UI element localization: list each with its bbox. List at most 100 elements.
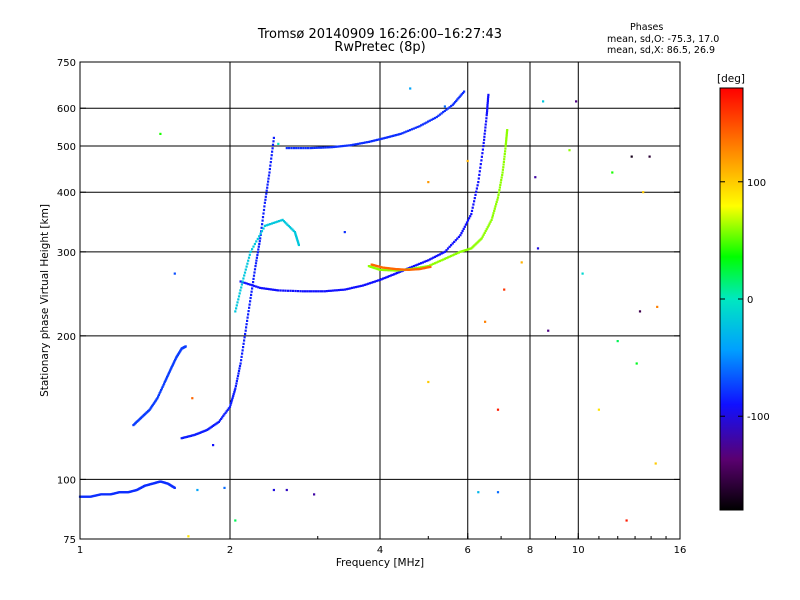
data-point: [547, 329, 550, 332]
data-point: [351, 143, 354, 146]
data-point: [367, 140, 370, 143]
data-point: [638, 310, 642, 313]
data-point: [463, 90, 466, 93]
data-point: [199, 431, 203, 434]
data-point: [384, 266, 387, 269]
data-point: [255, 240, 258, 243]
data-point: [494, 205, 497, 208]
data-point: [420, 266, 423, 269]
data-point: [438, 253, 441, 256]
x-tick-label: 1: [77, 545, 83, 556]
data-point: [259, 233, 262, 236]
data-point: [340, 145, 343, 148]
data-point: [153, 401, 156, 404]
data-point: [466, 159, 469, 163]
data-point: [435, 261, 438, 264]
data-point: [268, 167, 271, 171]
data-point: [353, 143, 356, 146]
data-point: [262, 212, 265, 215]
data-point: [261, 216, 265, 219]
data-point: [453, 240, 456, 243]
data-point: [456, 237, 459, 240]
data-point: [173, 360, 176, 363]
data-point: [249, 296, 252, 300]
data-point: [370, 281, 373, 284]
data-point: [238, 367, 241, 370]
data-point: [443, 257, 446, 260]
data-point: [394, 268, 397, 271]
data-point: [389, 274, 393, 277]
data-point: [412, 127, 415, 130]
data-point: [260, 226, 263, 229]
data-point: [240, 286, 243, 289]
data-point: [438, 259, 441, 263]
data-point: [294, 232, 297, 235]
data-point: [331, 289, 334, 292]
data-point: [259, 232, 262, 235]
data-point: [295, 237, 298, 240]
data-point: [167, 373, 170, 376]
data-point: [630, 155, 633, 158]
data-point: [377, 279, 380, 282]
data-point: [242, 277, 245, 280]
data-point: [394, 134, 398, 137]
data-point: [417, 268, 420, 271]
data-point: [498, 186, 501, 189]
data-point: [221, 416, 224, 419]
data-point: [228, 405, 232, 408]
data-point: [260, 287, 264, 290]
data-point: [448, 245, 451, 248]
data-point: [418, 262, 421, 265]
data-point: [432, 262, 435, 265]
data-point: [267, 180, 270, 183]
data-point: [208, 427, 211, 430]
data-point: [497, 191, 500, 194]
data-point: [237, 372, 240, 375]
data-point: [448, 255, 451, 258]
data-point: [256, 251, 259, 254]
data-point: [187, 435, 190, 438]
data-point: [453, 253, 456, 256]
data-point: [390, 267, 393, 270]
data-point: [289, 289, 292, 292]
data-point: [236, 374, 240, 378]
colorbar-tick-label: -100: [747, 412, 770, 423]
data-point: [409, 268, 412, 271]
data-point: [496, 491, 500, 494]
data-point: [503, 158, 506, 161]
data-point: [271, 150, 274, 153]
x-tick-label: 6: [465, 545, 471, 556]
data-point: [493, 207, 496, 210]
data-point: [358, 142, 362, 145]
phases-o-stats: mean, sd,O: -75.3, 17.0: [607, 34, 720, 45]
data-point: [497, 193, 500, 197]
data-point: [243, 281, 246, 284]
data-point: [165, 377, 168, 380]
data-point: [442, 258, 445, 261]
data-point: [281, 218, 284, 221]
data-point: [275, 289, 278, 292]
data-point: [277, 289, 280, 292]
data-point: [201, 430, 204, 433]
data-point: [274, 221, 277, 224]
data-point: [481, 235, 484, 238]
data-point: [358, 285, 361, 288]
data-point: [484, 126, 487, 129]
data-point: [343, 288, 346, 291]
data-point: [330, 146, 333, 149]
data-point: [193, 433, 196, 436]
data-point: [542, 100, 545, 103]
data-point: [251, 287, 254, 290]
data-point: [451, 242, 454, 245]
data-point: [495, 200, 498, 203]
data-point: [421, 123, 424, 126]
data-point: [470, 209, 474, 212]
data-point: [460, 232, 463, 235]
data-point: [241, 352, 244, 355]
data-point: [397, 271, 400, 274]
data-point: [236, 301, 239, 304]
data-point: [505, 130, 509, 133]
data-point: [504, 150, 507, 153]
phases-x-stats: mean, sd,X: 86.5, 26.9: [607, 45, 716, 56]
data-point: [421, 261, 424, 264]
